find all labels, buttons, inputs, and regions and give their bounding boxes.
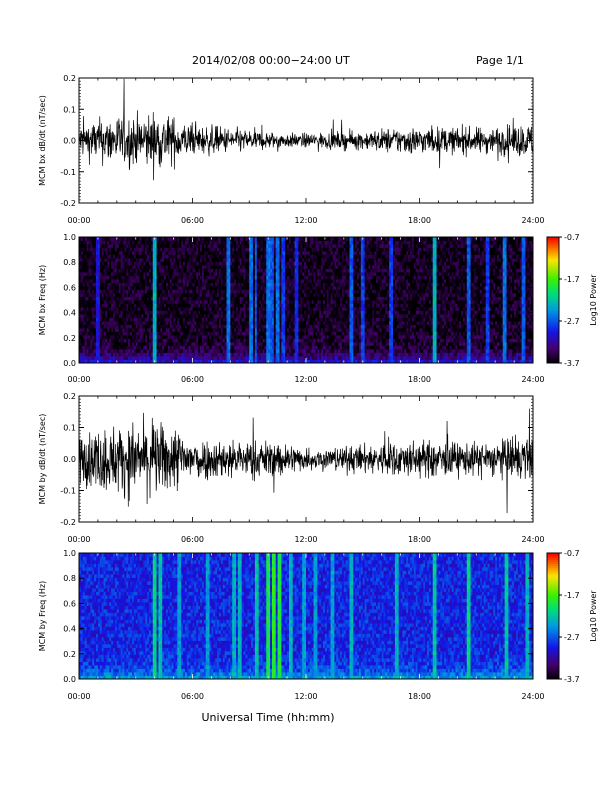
- signal-trace: [79, 78, 533, 181]
- x-tick-label: 24:00: [521, 535, 544, 544]
- colorbar-label: Log10 Power: [589, 590, 598, 642]
- y-tick-label: 0.8: [63, 258, 76, 267]
- y-axis-title: MCM by dB/dt (nT/sec): [38, 414, 47, 505]
- colorbar-label: Log10 Power: [589, 274, 598, 326]
- page-title: 2014/02/08 00:00−24:00 UT: [192, 54, 350, 67]
- plot-frame: [78, 77, 534, 204]
- colorbar-tick-label: -2.7: [564, 317, 580, 326]
- y-tick-label: 0.4: [63, 309, 76, 318]
- x-tick-label: 24:00: [521, 216, 544, 225]
- y-tick-label: 0.1: [63, 105, 76, 114]
- x-axis-title: Universal Time (hh:mm): [202, 711, 335, 724]
- y-tick-label: 0.4: [63, 625, 76, 634]
- signal-trace: [79, 408, 533, 514]
- x-tick-label: 00:00: [67, 375, 90, 384]
- y-axis-title: MCM by Freq (Hz): [38, 581, 47, 651]
- plot-frame: [78, 552, 534, 680]
- y-tick-label: 1.0: [63, 549, 76, 558]
- colorbar-tick-label: -2.7: [564, 633, 580, 642]
- x-tick-label: 00:00: [67, 535, 90, 544]
- y-tick-label: 0.6: [63, 283, 76, 292]
- colorbar-frame: [546, 236, 560, 364]
- spectrogram-cells: [79, 553, 534, 680]
- x-tick-label: 18:00: [408, 375, 431, 384]
- spectrogram-cells: [79, 237, 534, 364]
- y-tick-label: 0.0: [63, 359, 76, 368]
- x-tick-label: 12:00: [294, 535, 317, 544]
- colorbar-tick-label: -1.7: [564, 591, 580, 600]
- panel-2: 0.0 0.2 0.4 0.6 0.8 1.0 -0.7 -1.7 -2.7 -3.7 Log10 …: [38, 233, 598, 384]
- panel-3: -0.2 -0.1 0.0 0.1 0.2 00:00 06:00 12:00 18:00 24:…: [38, 392, 545, 544]
- plot-frame: [78, 236, 534, 364]
- x-tick-label: 06:00: [181, 692, 204, 701]
- colorbar: -0.7 -1.7 -2.7 -3.7 Log10 Power: [546, 549, 598, 684]
- x-tick-label: 06:00: [181, 535, 204, 544]
- y-tick-label: 0.2: [63, 334, 76, 343]
- x-tick-label: 12:00: [294, 692, 317, 701]
- x-tick-label: 12:00: [294, 375, 317, 384]
- y-tick-label: 0.2: [63, 650, 76, 659]
- x-tick-label: 06:00: [181, 216, 204, 225]
- colorbar-tick-label: -1.7: [564, 275, 580, 284]
- y-axis-title: MCM bx Freq (Hz): [38, 265, 47, 335]
- plot-frame: [78, 395, 534, 523]
- y-tick-label: -0.2: [60, 199, 76, 208]
- y-tick-label: 0.8: [63, 574, 76, 583]
- y-tick-label: -0.2: [60, 518, 76, 527]
- colorbar: -0.7 -1.7 -2.7 -3.7 Log10 Power: [546, 233, 598, 368]
- x-tick-label: 12:00: [294, 216, 317, 225]
- y-tick-label: -0.1: [60, 487, 76, 496]
- x-tick-label: 00:00: [67, 216, 90, 225]
- y-tick-label: 0.1: [63, 424, 76, 433]
- x-tick-label: 18:00: [408, 216, 431, 225]
- colorbar-tick-label: -3.7: [564, 359, 580, 368]
- x-tick-label: 18:00: [408, 535, 431, 544]
- y-tick-label: 0.0: [63, 137, 76, 146]
- colorbar-frame: [546, 552, 560, 680]
- x-tick-label: 06:00: [181, 375, 204, 384]
- y-tick-label: 0.0: [63, 455, 76, 464]
- y-tick-label: 0.2: [63, 74, 76, 83]
- panel-1: -0.2 -0.1 0.0 0.1 0.2 00:00 06:00 12:00 18:00 24:…: [38, 74, 545, 225]
- colorbar-tick-label: -0.7: [564, 549, 580, 558]
- y-tick-label: 0.6: [63, 599, 76, 608]
- y-tick-label: 0.2: [63, 392, 76, 401]
- x-tick-label: 24:00: [521, 692, 544, 701]
- y-tick-label: -0.1: [60, 168, 76, 177]
- y-tick-label: 1.0: [63, 233, 76, 242]
- x-tick-label: 24:00: [521, 375, 544, 384]
- y-axis-title: MCM bx dB/dt (nT/sec): [38, 95, 47, 186]
- page-number: Page 1/1: [476, 54, 524, 67]
- panel-4: 0.0 0.2 0.4 0.6 0.8 1.0 -0.7 -1.7 -2.7 -3.7 Log10 …: [38, 549, 598, 701]
- x-tick-label: 18:00: [408, 692, 431, 701]
- y-tick-label: 0.0: [63, 675, 76, 684]
- colorbar-tick-label: -0.7: [564, 233, 580, 242]
- x-tick-label: 00:00: [67, 692, 90, 701]
- colorbar-tick-label: -3.7: [564, 675, 580, 684]
